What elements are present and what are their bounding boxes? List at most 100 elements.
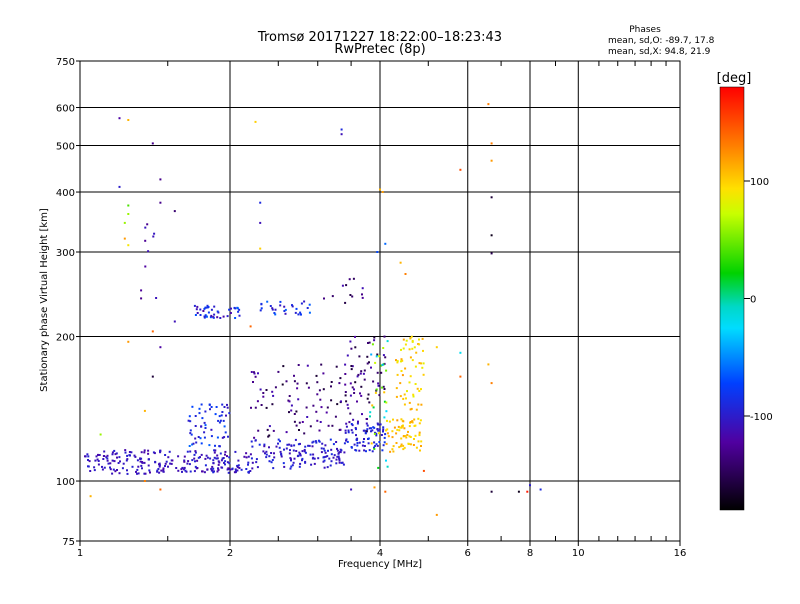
echo-point — [289, 457, 292, 460]
echo-point — [268, 460, 271, 463]
echo-point — [299, 454, 302, 457]
echo-point — [109, 462, 112, 465]
echo-point — [306, 307, 309, 309]
echo-point — [271, 403, 274, 406]
echo-point — [294, 438, 297, 441]
echo-point — [87, 459, 89, 461]
echo-point — [211, 465, 214, 468]
echo-point — [191, 443, 194, 446]
echo-point — [298, 451, 301, 454]
echo-point — [184, 469, 187, 472]
echo-point — [273, 452, 275, 455]
echo-point — [208, 444, 211, 447]
echo-point — [143, 449, 146, 452]
echo-point — [204, 427, 207, 429]
echo-point — [223, 425, 226, 428]
echo-point — [310, 463, 313, 466]
echo-point — [253, 372, 256, 375]
echo-point — [140, 451, 143, 454]
echo-point — [375, 355, 378, 358]
echo-point — [247, 455, 250, 458]
echo-point — [216, 316, 219, 319]
echo-point — [114, 453, 117, 456]
echo-point — [305, 382, 308, 385]
echo-point — [331, 295, 334, 298]
echo-point — [374, 431, 376, 434]
echo-point — [383, 391, 386, 394]
echo-point — [365, 422, 368, 425]
echo-point — [254, 375, 257, 378]
echo-point — [270, 452, 273, 454]
echo-point — [173, 320, 176, 323]
echo-point — [395, 395, 398, 398]
echo-point — [217, 460, 220, 463]
echo-point — [225, 414, 227, 417]
echo-point — [107, 462, 110, 465]
echo-point — [221, 411, 224, 413]
echo-point — [402, 435, 405, 438]
echo-point — [295, 410, 298, 413]
echo-point — [392, 450, 395, 453]
echo-point — [366, 362, 369, 365]
echo-point — [257, 429, 260, 432]
echo-point — [335, 365, 338, 368]
echo-point — [250, 440, 253, 443]
echo-point — [303, 448, 306, 451]
echo-point — [95, 455, 98, 458]
echo-point — [208, 403, 211, 406]
echo-point — [234, 450, 237, 453]
colorbar — [719, 86, 745, 511]
echo-point — [365, 430, 368, 433]
echo-point — [401, 425, 404, 428]
echo-point — [215, 406, 218, 408]
echo-point — [285, 431, 288, 434]
x-tick-label: 10 — [572, 548, 585, 559]
echo-point — [357, 420, 359, 423]
echo-point — [299, 453, 302, 455]
echo-point — [290, 409, 293, 412]
echo-point — [87, 455, 90, 458]
echo-point — [236, 464, 239, 467]
echo-point — [381, 363, 384, 366]
echo-point — [402, 338, 405, 341]
echo-point — [399, 395, 402, 398]
echo-point — [328, 457, 331, 460]
echo-point — [292, 449, 295, 452]
echo-point — [143, 480, 146, 482]
echo-point — [402, 444, 405, 447]
echo-point — [234, 307, 237, 310]
echo-point — [272, 394, 275, 397]
echo-point — [385, 410, 388, 413]
echo-point — [331, 424, 334, 427]
echo-point — [290, 458, 292, 461]
echo-point — [325, 411, 328, 414]
echo-point — [411, 421, 414, 424]
echo-point — [189, 432, 192, 435]
echo-point — [201, 417, 204, 420]
echo-point — [143, 461, 146, 464]
echo-point — [418, 431, 421, 434]
echo-point — [338, 459, 341, 462]
echo-point — [368, 341, 371, 344]
echo-point — [375, 434, 378, 437]
echo-point — [200, 403, 203, 406]
echo-point — [422, 362, 425, 365]
echo-point — [338, 461, 341, 464]
echo-point — [398, 429, 401, 432]
echo-point — [263, 443, 266, 446]
echo-point — [288, 400, 291, 403]
echo-point — [194, 460, 196, 463]
echo-point — [320, 451, 323, 454]
echo-point — [344, 373, 347, 375]
echo-point — [414, 383, 417, 385]
echo-point — [350, 429, 353, 432]
echo-point — [288, 443, 291, 446]
echo-point — [360, 394, 363, 397]
echo-point — [359, 372, 362, 375]
chart-subtitle: RwPretec (8p) — [334, 42, 425, 57]
echo-point — [350, 488, 353, 491]
echo-point — [375, 388, 378, 391]
echo-point — [228, 456, 231, 459]
echo-point — [236, 469, 239, 472]
echo-point — [187, 419, 190, 422]
